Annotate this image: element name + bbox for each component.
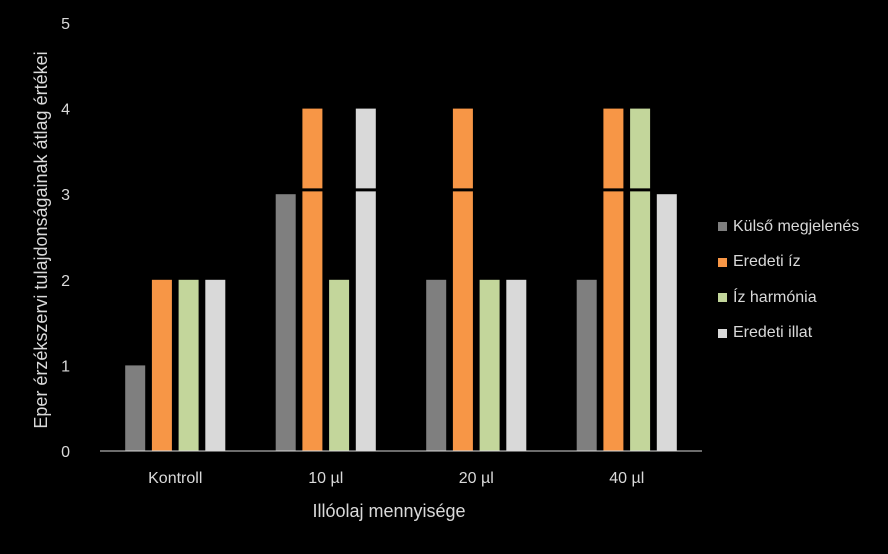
legend-label: Eredeti illat: [733, 324, 813, 342]
bar: [125, 365, 146, 451]
y-tick-label: 0: [61, 444, 70, 461]
bar: [506, 279, 527, 451]
y-tick-label: 5: [61, 16, 70, 33]
legend-item: Eredeti íz: [718, 245, 859, 281]
x-tick-label: 40 µl: [609, 470, 644, 487]
bar: [576, 279, 597, 451]
y-tick-label: 2: [61, 273, 70, 290]
y-axis-ticks: 0 1 2 3 4 5: [61, 16, 70, 461]
y-tick-label: 3: [61, 187, 70, 204]
bar: [329, 279, 350, 451]
legend-swatch: [718, 328, 727, 338]
y-tick-label: 4: [61, 102, 70, 119]
legend-label: Külső megjelenés: [733, 217, 860, 235]
legend-item: Külső megjelenés: [718, 209, 859, 245]
bar: [302, 108, 323, 451]
legend-swatch: [718, 222, 727, 232]
y-tick-label: 1: [61, 358, 70, 375]
bars: [125, 108, 677, 451]
bar: [656, 194, 677, 451]
bar: [452, 108, 473, 451]
legend-item: Eredeti illat: [718, 316, 859, 352]
x-tick-label: 20 µl: [459, 470, 494, 487]
y-axis-label: Eper érzékszervi tulajdonságainak átlag …: [31, 51, 51, 428]
bar: [630, 108, 651, 451]
bar: [426, 279, 447, 451]
legend-swatch: [718, 293, 727, 303]
legend-item: Íz harmónia: [718, 280, 859, 316]
legend: Külső megjelenés Eredeti íz Íz harmónia Ere…: [718, 209, 859, 351]
bar: [355, 108, 376, 451]
x-tick-label: 10 µl: [308, 470, 343, 487]
legend-label: Íz harmónia: [733, 288, 817, 306]
legend-label: Eredeti íz: [733, 253, 801, 271]
bar: [151, 279, 172, 451]
x-tick-label: Kontroll: [148, 470, 202, 487]
bar: [603, 108, 624, 451]
x-axis-label: Illóolaj mennyisége: [312, 501, 465, 521]
x-axis-ticks: Kontroll 10 µl 20 µl 40 µl: [148, 470, 644, 487]
bar: [178, 279, 199, 451]
legend-swatch: [718, 257, 727, 267]
bar: [479, 279, 500, 451]
bar: [275, 194, 296, 451]
bar: [205, 279, 226, 451]
